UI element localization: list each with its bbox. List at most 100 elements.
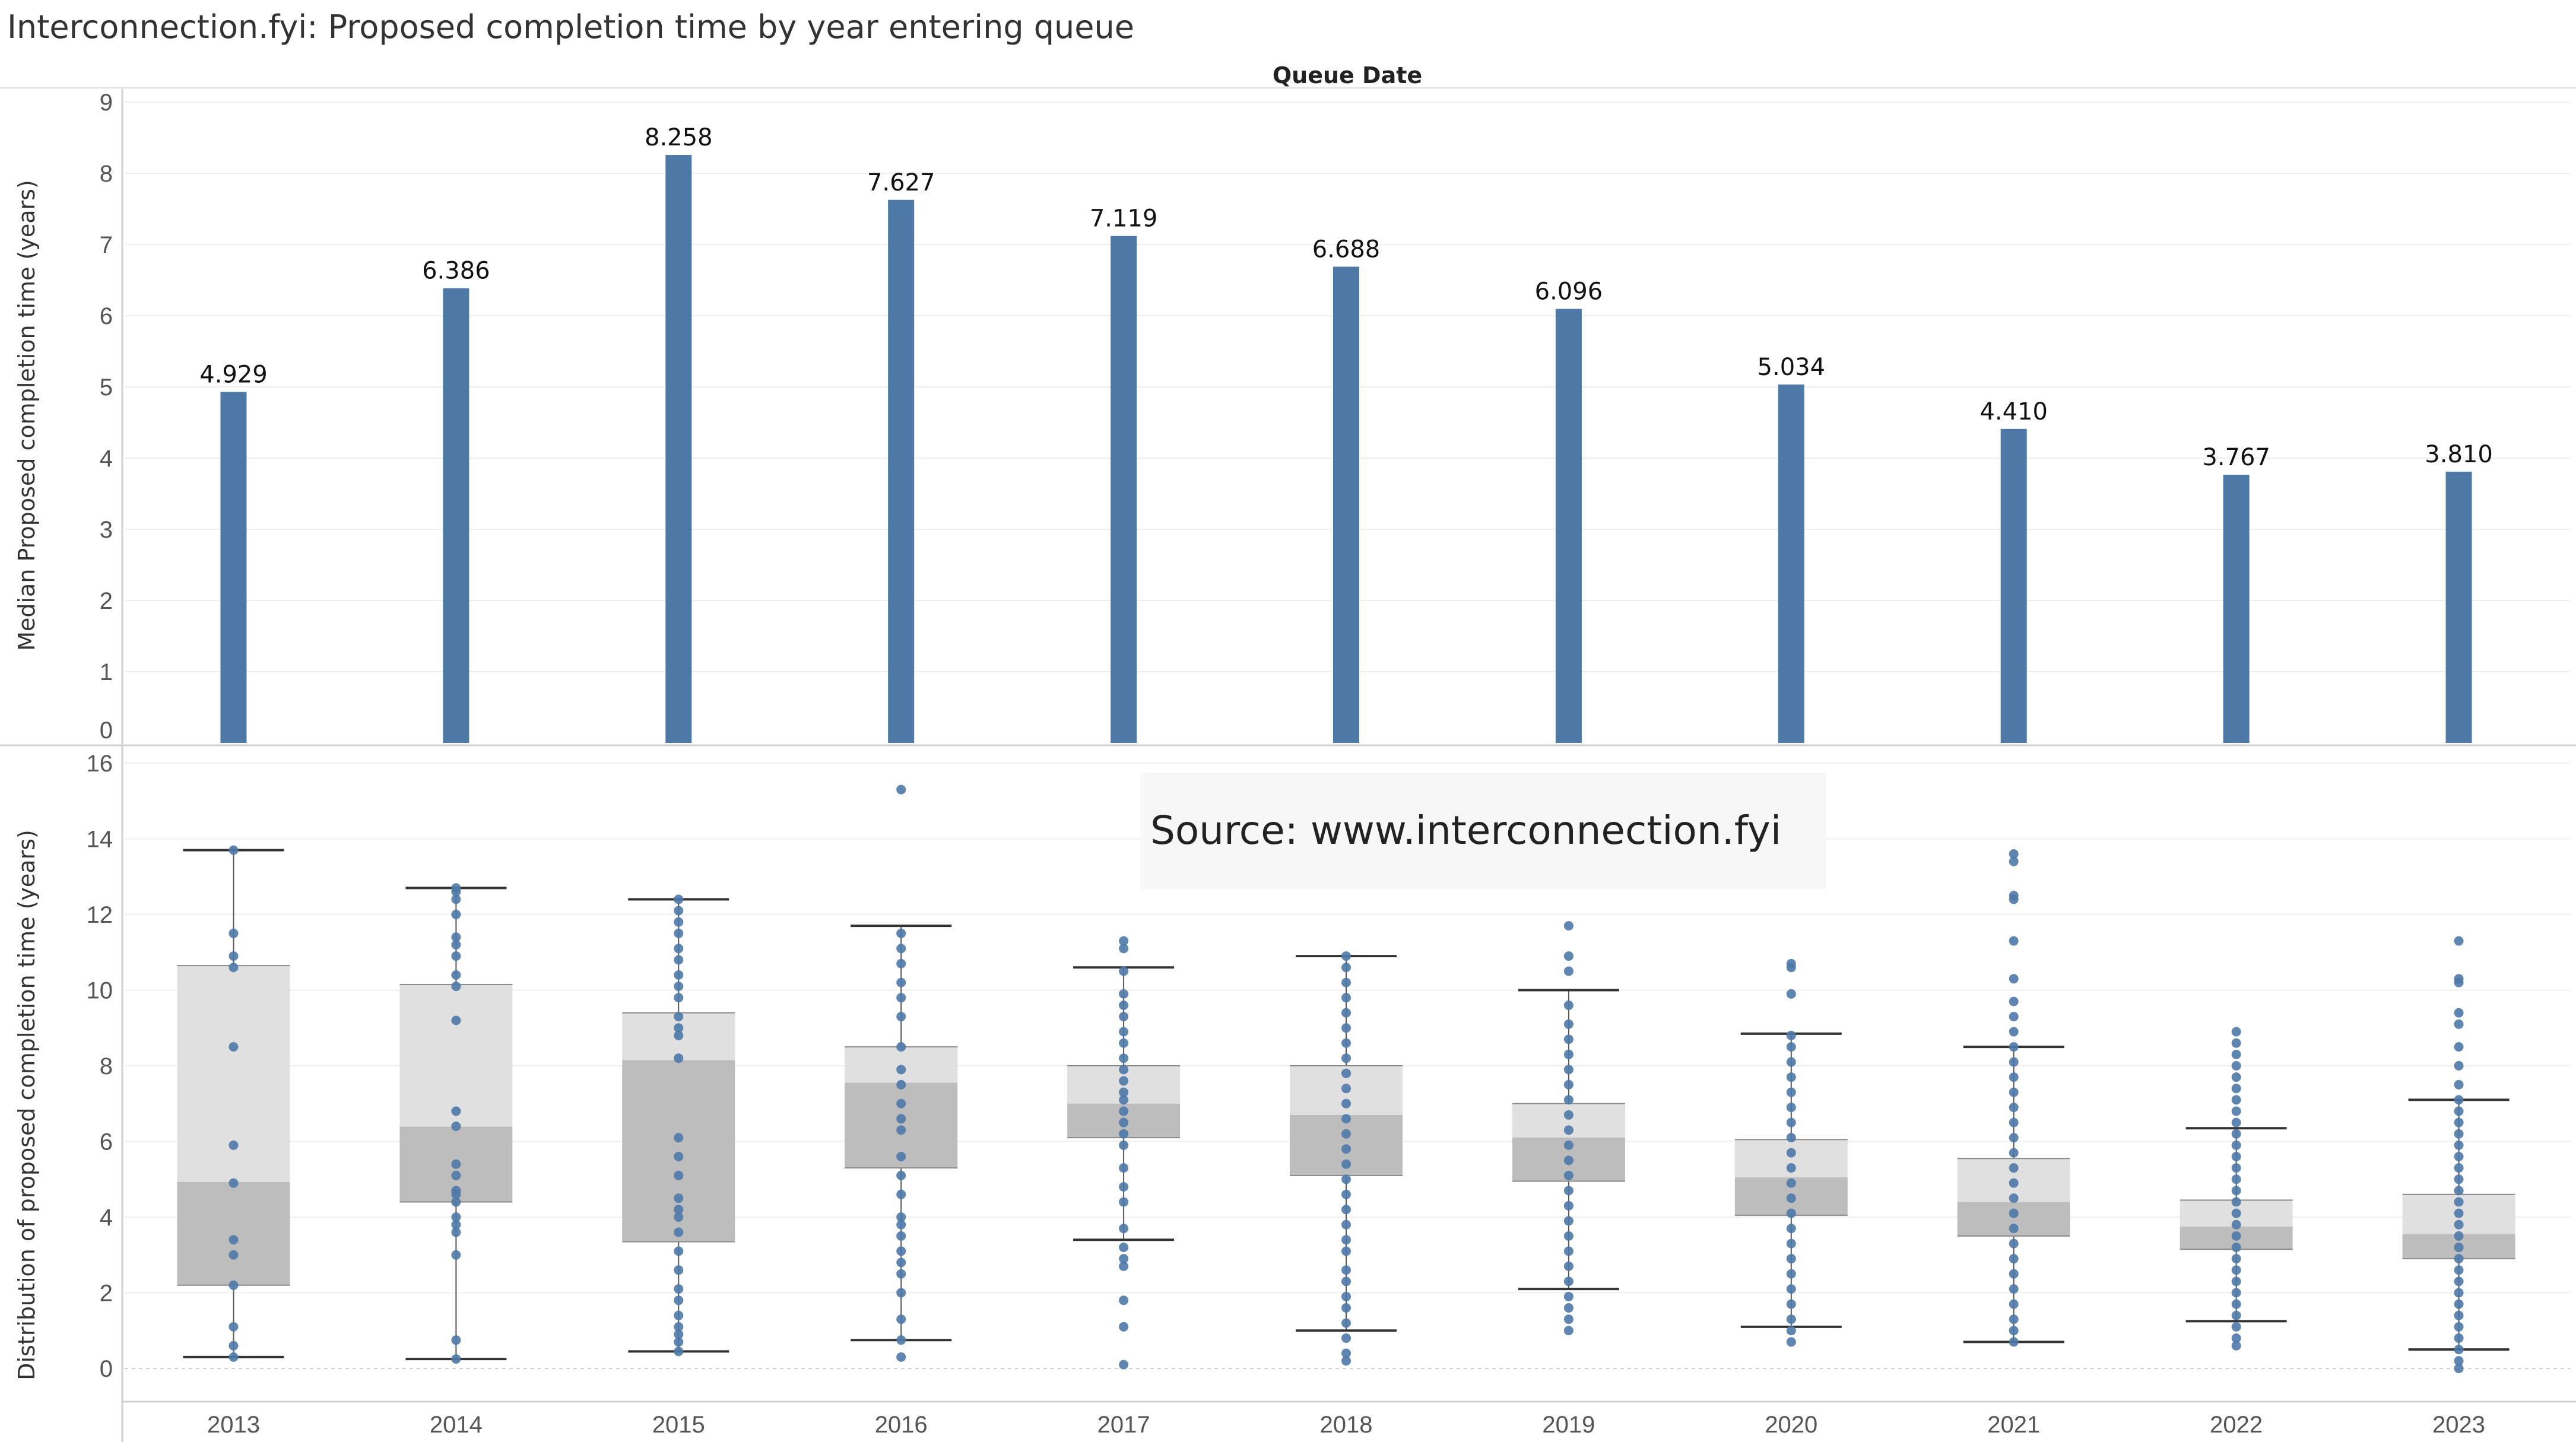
data-point-2015 — [674, 1012, 684, 1022]
top-y-tick-label: 5 — [100, 374, 113, 401]
data-point-2022 — [2231, 1163, 2241, 1173]
data-point-2021 — [2009, 1178, 2019, 1188]
bar-value-label-2013: 4.929 — [199, 361, 268, 389]
top-y-tick-label: 7 — [100, 232, 113, 258]
data-point-2016 — [896, 1246, 906, 1256]
data-point-2015 — [674, 1031, 684, 1040]
data-point-2023 — [2454, 1219, 2464, 1230]
bar-value-label-2018: 6.688 — [1312, 236, 1381, 263]
data-point-2016 — [896, 1288, 906, 1298]
data-point-2013 — [229, 1140, 239, 1150]
data-point-2014 — [451, 1106, 461, 1116]
data-point-2015 — [674, 1023, 684, 1033]
box-2014 — [399, 887, 513, 1361]
data-point-2019 — [1563, 1125, 1573, 1135]
data-point-2019 — [1563, 1034, 1573, 1044]
data-point-2016 — [896, 1125, 906, 1135]
data-point-2022 — [2231, 1322, 2241, 1332]
data-point-2021 — [2009, 1193, 2019, 1203]
data-point-2017 — [1119, 1261, 1129, 1271]
data-point-2014 — [451, 1354, 461, 1364]
data-point-2020 — [1786, 989, 1796, 999]
data-point-2023 — [2454, 1364, 2464, 1373]
data-point-2018 — [1341, 1189, 1351, 1199]
data-point-2017 — [1119, 966, 1129, 976]
top-y-ticks: 0 1 2 3 4 5 6 7 8 9 — [100, 90, 113, 744]
bottom-y-tick-label: 10 — [87, 978, 113, 1004]
data-point-2018 — [1341, 977, 1351, 987]
data-point-2023 — [2454, 1106, 2464, 1116]
data-point-2016 — [896, 928, 906, 938]
data-point-2022 — [2231, 1208, 2241, 1218]
data-point-2020 — [1786, 1103, 1796, 1113]
data-point-2016 — [896, 1065, 906, 1075]
bottom-y-ticks: 0 2 4 6 8 10 12 14 16 — [87, 751, 113, 1382]
data-point-2015 — [674, 1346, 684, 1357]
column-header: Queue Date — [1273, 62, 1422, 88]
data-point-2020 — [1786, 1031, 1796, 1040]
bar-2021 — [2000, 428, 2027, 743]
data-point-2019 — [1563, 1200, 1573, 1211]
data-point-2019 — [1563, 1019, 1573, 1029]
data-point-2023 — [2454, 1345, 2464, 1355]
data-point-2018 — [1341, 1219, 1351, 1230]
bar-series — [220, 155, 2472, 744]
data-point-2017 — [1119, 1197, 1129, 1207]
data-point-2015 — [674, 982, 684, 992]
data-point-2017 — [1119, 1254, 1129, 1264]
top-y-tick-label: 6 — [100, 303, 113, 329]
point-series — [229, 784, 2464, 1373]
data-point-2022 — [2231, 1117, 2241, 1127]
data-point-2013 — [229, 1352, 239, 1362]
data-point-2023 — [2454, 1208, 2464, 1218]
data-point-2018 — [1341, 1144, 1351, 1154]
data-point-2020 — [1786, 1326, 1796, 1336]
top-y-axis-label: Median Proposed completion time (years) — [14, 180, 40, 651]
data-point-2020 — [1786, 1224, 1796, 1234]
data-point-2013 — [229, 963, 239, 973]
page-title: Interconnection.fyi: Proposed completion… — [7, 8, 1134, 46]
data-point-2014 — [451, 1159, 461, 1169]
data-point-2019 — [1563, 1065, 1573, 1075]
data-point-2023 — [2454, 1231, 2464, 1241]
top-y-tick-label: 2 — [100, 588, 113, 614]
data-point-2013 — [229, 951, 239, 961]
data-point-2015 — [674, 1337, 684, 1347]
data-point-2014 — [451, 1186, 461, 1196]
data-point-2017 — [1119, 1295, 1129, 1306]
data-point-2015 — [674, 1295, 684, 1306]
data-point-2021 — [2009, 1208, 2019, 1218]
data-point-2015 — [674, 894, 684, 904]
data-point-2018 — [1341, 1235, 1351, 1245]
data-point-2020 — [1786, 1087, 1796, 1097]
data-point-2020 — [1786, 1148, 1796, 1158]
data-point-2018 — [1341, 1114, 1351, 1124]
data-point-2020 — [1786, 1337, 1796, 1347]
data-point-2018 — [1341, 1205, 1351, 1215]
data-point-2021 — [2009, 996, 2019, 1006]
data-point-2021 — [2009, 1163, 2019, 1173]
data-point-2022 — [2231, 1061, 2241, 1071]
data-point-2016 — [896, 1219, 906, 1230]
data-point-2023 — [2454, 1152, 2464, 1161]
data-point-2018 — [1341, 1348, 1351, 1358]
data-point-2020 — [1786, 1269, 1796, 1279]
data-point-2014 — [451, 1219, 461, 1230]
data-point-2021 — [2009, 1027, 2019, 1037]
data-point-2021 — [2009, 1103, 2019, 1113]
bar-value-label-2020: 5.034 — [1757, 354, 1826, 381]
data-point-2015 — [674, 1133, 684, 1143]
data-point-2022 — [2231, 1243, 2241, 1252]
data-point-2018 — [1341, 1038, 1351, 1048]
data-point-2023 — [2454, 1129, 2464, 1139]
bar-2020 — [1778, 384, 1804, 743]
data-point-2014 — [451, 1227, 461, 1237]
data-point-2022 — [2231, 1197, 2241, 1207]
data-point-2019 — [1563, 1291, 1573, 1301]
data-point-2016 — [896, 1335, 906, 1345]
data-point-2023 — [2454, 1197, 2464, 1207]
data-point-2022 — [2231, 1049, 2241, 1059]
data-point-2017 — [1119, 1224, 1129, 1234]
data-point-2022 — [2231, 1219, 2241, 1230]
bottom-y-tick-label: 2 — [100, 1281, 113, 1307]
